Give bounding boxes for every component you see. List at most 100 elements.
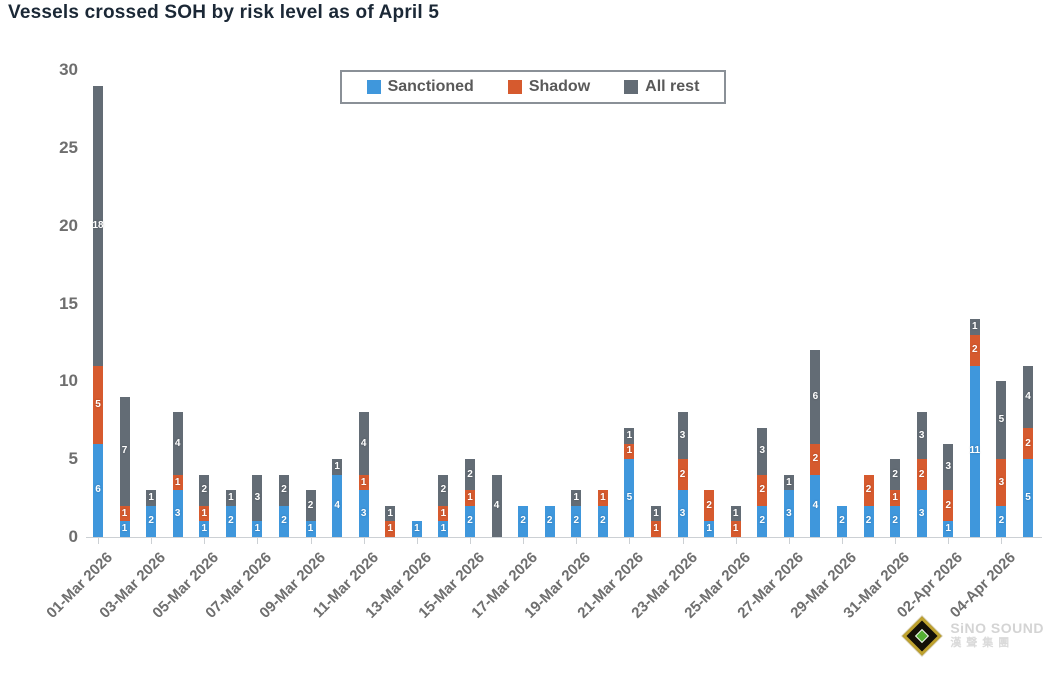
bar-segment-sanctioned: 5 [624,459,635,537]
bar-value-label: 5 [95,398,101,410]
y-axis-tick-label: 5 [68,449,78,469]
bar-segment-sanctioned: 6 [93,443,103,537]
watermark-line2: 漢聲集團 [950,637,1015,649]
bar-segment-sanctioned: 2 [464,505,475,537]
bar-value-label: 1 [121,523,128,535]
bar-segment-shadow: 1 [464,490,475,506]
bar-value-label: 4 [174,437,181,449]
x-axis-tick-mark [151,538,153,544]
bar-value-label: 2 [281,515,287,527]
bar-segment-sanctioned: 2 [225,505,236,537]
x-axis-tick-mark [948,538,950,544]
bar-value-label: 4 [334,499,340,511]
bar-value-label: 1 [228,492,234,504]
bar-segment-all-rest: 1 [650,505,661,522]
bar-value-label: 1 [653,523,659,535]
bar-value-label: 3 [679,429,686,441]
bar-segment-all-rest: 18 [92,85,104,366]
sino-sound-watermark: SiNO SOUND 漢聲集團 [902,616,1044,656]
bar-segment-all-rest: 2 [438,474,449,506]
bar-segment-shadow: 2 [757,474,768,506]
legend-item-all-rest: All rest [624,78,699,96]
bar-segment-shadow: 1 [358,474,369,491]
bar-value-label: 1 [573,492,580,504]
sino-sound-watermark-text: SiNO SOUND 漢聲集團 [950,621,1044,651]
bar-segment-sanctioned: 1 [252,521,263,537]
bar-value-label: 1 [414,523,420,535]
bar-value-label: 1 [467,492,473,504]
bar-segment-shadow: 1 [172,474,183,491]
bar-value-label: 1 [706,523,712,535]
bar-value-label: 1 [892,492,898,504]
bar-segment-sanctioned: 4 [332,474,343,537]
bar-value-label: 2 [467,468,473,480]
bar-value-label: 4 [360,437,367,449]
bar-segment-all-rest: 3 [916,412,927,460]
chart-legend: Sanctioned Shadow All rest [340,70,726,104]
bar-segment-sanctioned: 2 [518,505,529,537]
y-axis-tick-label: 25 [59,137,78,157]
y-axis-tick-label: 10 [59,371,78,391]
bar-segment-sanctioned: 2 [278,505,289,537]
bar-value-label: 3 [254,492,261,504]
bar-segment-sanctioned: 2 [836,505,847,537]
bar-segment-sanctioned: 3 [916,490,927,537]
bar-value-label: 1 [121,507,128,519]
bar-segment-all-rest: 3 [757,428,768,475]
bar-segment-sanctioned: 3 [172,490,183,537]
y-axis-tick-label: 15 [59,293,78,313]
bar-value-label: 2 [865,515,872,527]
bar-segment-sanctioned: 5 [1022,459,1033,537]
x-axis-tick-mark [682,538,684,544]
bar-segment-sanctioned: 2 [996,505,1007,537]
bar-value-label: 3 [998,476,1005,488]
bar-segment-sanctioned: 2 [146,505,157,537]
legend-label-all-rest: All rest [645,78,700,95]
bar-value-label: 2 [812,453,819,465]
bar-value-label: 2 [148,515,154,527]
bar-value-label: 3 [786,507,792,519]
bar-segment-all-rest: 2 [199,474,210,506]
bar-segment-sanctioned: 2 [863,505,874,537]
bar-segment-shadow: 3 [996,459,1007,506]
bar-value-label: 2 [201,484,208,496]
bar-value-label: 2 [573,515,580,527]
bar-segment-sanctioned: 4 [810,474,821,537]
bar-value-label: 2 [865,484,872,496]
bar-value-label: 1 [653,507,659,519]
bar-value-label: 1 [307,523,314,535]
bar-value-label: 6 [812,390,819,402]
bar-segment-sanctioned: 3 [358,490,369,537]
legend-swatch-shadow-icon [507,80,522,94]
bar-segment-all-rest: 4 [1022,365,1033,429]
bar-segment-shadow: 2 [704,490,715,522]
bar-segment-all-rest: 3 [943,443,954,491]
bar-value-label: 3 [945,460,952,472]
bar-segment-sanctioned: 11 [970,365,980,537]
x-axis-tick-mark [523,538,525,544]
bar-segment-all-rest: 1 [571,490,582,506]
bar-segment-sanctioned: 1 [943,521,954,537]
bar-segment-sanctioned: 3 [677,490,688,537]
bar-segment-sanctioned: 1 [119,521,130,537]
bar-segment-shadow: 1 [624,443,635,460]
bar-segment-sanctioned: 2 [757,505,768,537]
bar-segment-shadow: 1 [119,505,130,522]
bar-segment-sanctioned: 2 [571,505,582,537]
bar-segment-shadow: 2 [916,459,927,491]
bar-segment-shadow: 2 [943,490,954,522]
x-axis-baseline [86,537,1042,538]
bar-value-label: 2 [839,515,845,527]
bar-segment-sanctioned: 2 [597,505,608,537]
bar-value-label: 1 [626,429,633,441]
bar-segment-shadow: 1 [890,490,901,506]
bar-segment-all-rest: 2 [305,490,316,522]
bar-value-label: 2 [1025,437,1031,449]
bar-value-label: 18 [92,219,104,231]
bar-value-label: 2 [440,484,447,496]
bar-value-label: 1 [201,507,208,519]
bar-value-label: 2 [759,484,766,496]
sino-sound-logo-icon [902,616,943,656]
bar-segment-sanctioned: 1 [199,521,210,537]
bar-value-label: 2 [945,499,952,511]
